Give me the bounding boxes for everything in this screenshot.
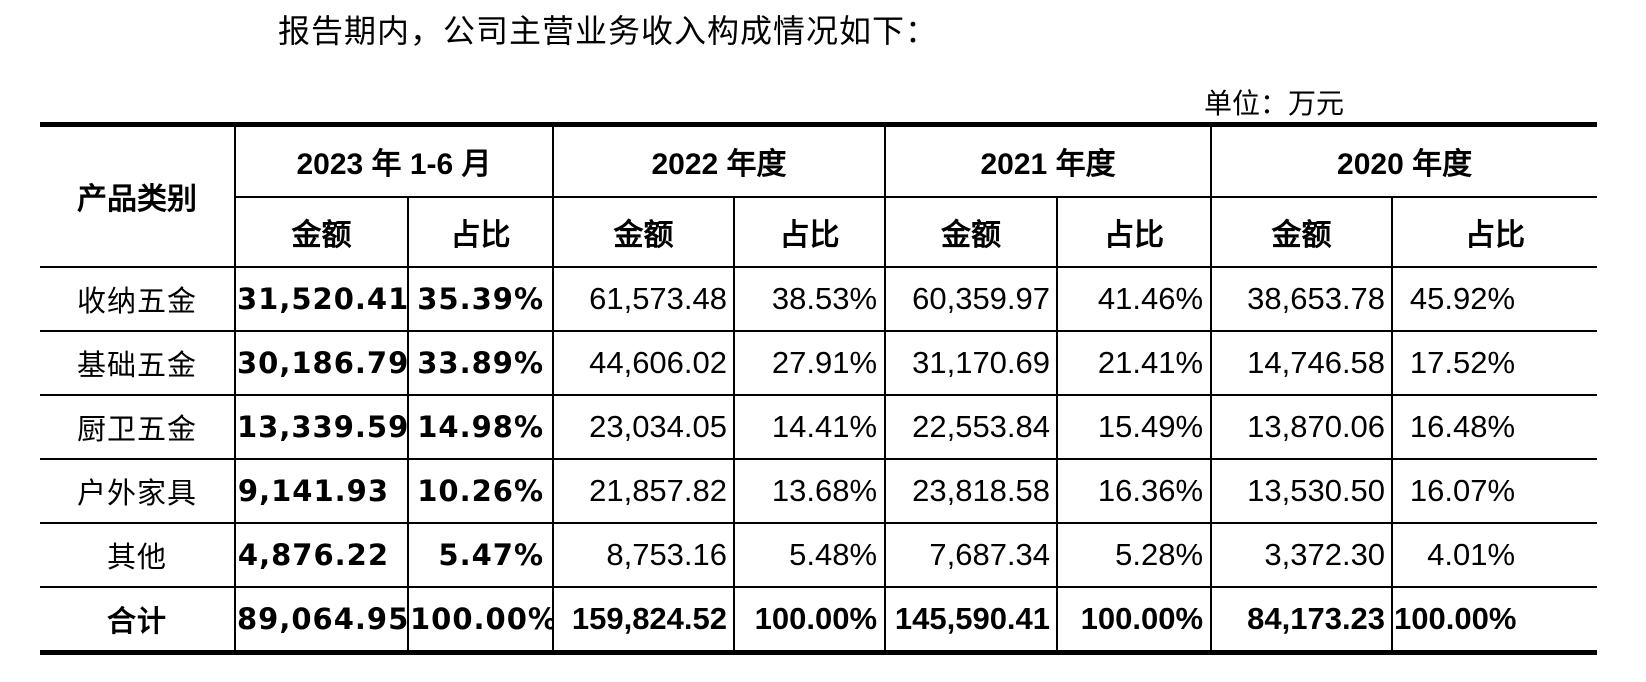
amount-cell: 4,876.22 (234, 521, 409, 588)
ratio-cell: 10.26% (406, 457, 555, 524)
ratio-cell: 33.89% (406, 329, 555, 396)
amount-header-2020: 金额 (1210, 195, 1394, 268)
category-cell: 户外家具 (40, 457, 236, 524)
amount-cell: 13,870.06 (1210, 393, 1394, 460)
table-row-qita: 其他 4,876.22 5.47% 8,753.16 5.48% 7,687.3… (40, 521, 1598, 588)
ratio-cell: 16.07% (1391, 457, 1598, 524)
amount-header-2021: 金额 (884, 195, 1059, 268)
amount-cell: 22,553.84 (884, 393, 1059, 460)
ratio-cell: 13.68% (733, 457, 887, 524)
amount-cell: 31,520.41 (234, 265, 409, 332)
intro-text: 报告期内，公司主营业务收入构成情况如下： (278, 13, 939, 49)
ratio-header-2020: 占比 (1391, 195, 1598, 268)
ratio-cell: 14.98% (406, 393, 555, 460)
ratio-header-2022: 占比 (733, 195, 887, 268)
ratio-cell: 15.49% (1056, 393, 1213, 460)
ratio-cell: 100.00% (1056, 585, 1213, 654)
amount-cell: 31,170.69 (884, 329, 1059, 396)
amount-cell: 84,173.23 (1210, 585, 1394, 654)
ratio-cell: 100.00% (406, 585, 555, 654)
amount-cell: 60,359.97 (884, 265, 1059, 332)
period-header-2022: 2022 年度 (552, 123, 887, 198)
amount-header-2023: 金额 (235, 195, 409, 268)
ratio-cell: 16.36% (1056, 457, 1213, 524)
ratio-cell: 38.53% (733, 265, 887, 332)
ratio-cell: 100.00% (1391, 585, 1598, 654)
category-cell: 其他 (40, 521, 236, 588)
ratio-cell: 14.41% (733, 393, 887, 460)
ratio-header-2023: 占比 (406, 195, 555, 268)
amount-cell: 61,573.48 (552, 265, 736, 332)
amount-cell: 21,857.82 (552, 457, 736, 524)
period-header-2023: 2023 年 1-6 月 (233, 123, 555, 198)
ratio-cell: 21.41% (1056, 329, 1213, 396)
ratio-cell: 5.47% (406, 521, 555, 588)
table-row-chuwei: 厨卫五金 13,339.59 14.98% 23,034.05 14.41% 2… (40, 393, 1598, 460)
amount-cell: 3,372.30 (1210, 521, 1394, 588)
amount-cell: 13,339.59 (234, 393, 409, 460)
ratio-cell: 17.52% (1391, 329, 1598, 396)
amount-cell: 23,034.05 (552, 393, 736, 460)
header-row-periods: 产品类别 2023 年 1-6 月 2022 年度 2021 年度 2020 年… (40, 123, 1598, 268)
amount-cell: 38,653.78 (1210, 265, 1394, 332)
amount-header-2022: 金额 (552, 195, 736, 268)
amount-cell: 14,746.58 (1210, 329, 1394, 396)
ratio-cell: 35.39% (406, 265, 555, 332)
category-header: 产品类别 (40, 123, 236, 268)
amount-cell: 89,064.95 (234, 585, 409, 654)
ratio-cell: 4.01% (1391, 521, 1598, 588)
ratio-cell: 16.48% (1391, 393, 1598, 460)
category-cell: 基础五金 (40, 329, 236, 396)
table-row-shouna: 收纳五金 31,520.41 35.39% 61,573.48 38.53% 6… (40, 265, 1598, 332)
ratio-cell: 27.91% (733, 329, 887, 396)
ratio-cell: 45.92% (1391, 265, 1598, 332)
amount-cell: 145,590.41 (884, 585, 1059, 654)
header-row-measures: 金额 占比 金额 占比 金额 占比 金额 占比 (40, 195, 1598, 268)
amount-cell: 9,141.93 (234, 457, 409, 524)
table-row-jichu: 基础五金 30,186.79 33.89% 44,606.02 27.91% 3… (40, 329, 1598, 396)
category-cell: 收纳五金 (40, 265, 236, 332)
amount-cell: 8,753.16 (552, 521, 736, 588)
total-row: 合计 89,064.95 100.00% 159,824.52 100.00% … (40, 585, 1598, 654)
total-label-cell: 合计 (40, 585, 236, 654)
ratio-cell: 100.00% (733, 585, 887, 654)
revenue-composition-table: 产品类别 2023 年 1-6 月 2022 年度 2021 年度 2020 年… (40, 122, 1598, 655)
amount-cell: 44,606.02 (552, 329, 736, 396)
period-header-2020: 2020 年度 (1210, 123, 1598, 198)
table-row-huwai: 户外家具 9,141.93 10.26% 21,857.82 13.68% 23… (40, 457, 1598, 524)
amount-cell: 30,186.79 (234, 329, 409, 396)
amount-cell: 159,824.52 (552, 585, 736, 654)
amount-cell: 13,530.50 (1210, 457, 1394, 524)
period-header-2021: 2021 年度 (884, 123, 1213, 198)
ratio-cell: 5.28% (1056, 521, 1213, 588)
category-cell: 厨卫五金 (40, 393, 236, 460)
amount-cell: 7,687.34 (884, 521, 1059, 588)
ratio-header-2021: 占比 (1056, 195, 1213, 268)
amount-cell: 23,818.58 (884, 457, 1059, 524)
ratio-cell: 5.48% (733, 521, 887, 588)
unit-label: 单位：万元 (1204, 89, 1345, 120)
ratio-cell: 41.46% (1056, 265, 1213, 332)
